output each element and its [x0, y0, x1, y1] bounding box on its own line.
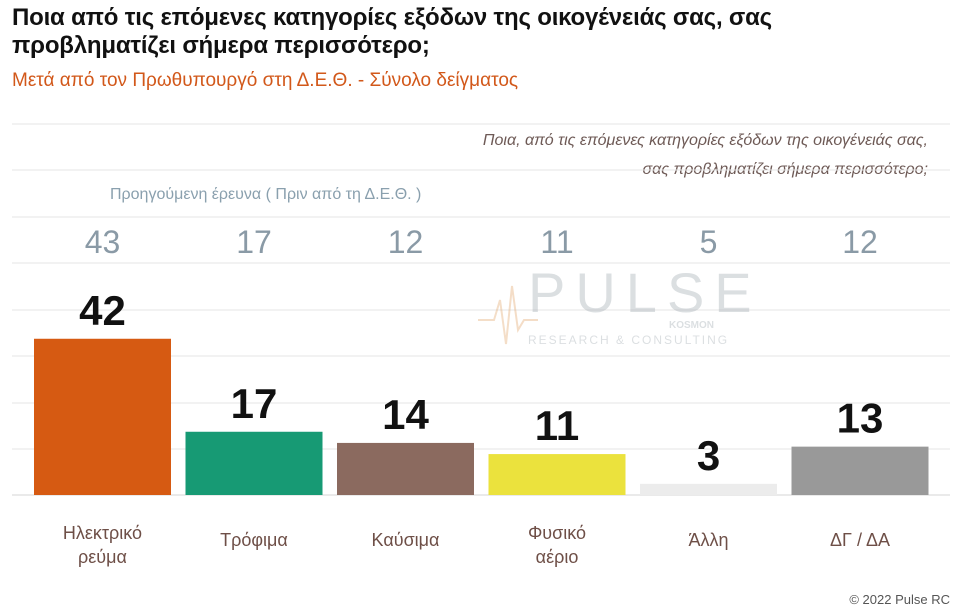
bar — [791, 446, 929, 495]
previous-value-label: 17 — [236, 224, 272, 260]
bar — [640, 483, 777, 495]
category-label: Καύσιμα — [372, 530, 440, 550]
bar-value-label: 42 — [79, 287, 126, 334]
value-labels: 42 17 14 11 3 13 — [79, 287, 883, 479]
question-line-1: Ποια, από τις επόμενες κατηγορίες εξόδων… — [482, 132, 928, 149]
category-label: Άλλη — [688, 530, 728, 550]
bar-value-label: 17 — [231, 380, 278, 427]
previous-value-label: 12 — [388, 224, 424, 260]
bars — [34, 338, 929, 495]
bar-value-label: 11 — [535, 402, 579, 449]
watermark-partner: KOSMON — [669, 320, 714, 331]
category-label: Τρόφιμα — [220, 530, 288, 550]
heartbeat-logo-icon — [478, 285, 538, 345]
category-label-line: Καύσιμα — [372, 530, 440, 550]
category-label-line: Ηλεκτρικό — [63, 523, 142, 543]
previous-value-label: 12 — [842, 224, 878, 260]
pulse-watermark: PULSE KOSMON RESEARCH & CONSULTING — [478, 261, 762, 347]
category-label: ΔΓ / ΔΑ — [830, 530, 890, 550]
previous-value-label: 5 — [700, 224, 718, 260]
previous-value-label: 11 — [540, 224, 573, 260]
previous-value-label: 43 — [85, 224, 121, 260]
category-label-line: Τρόφιμα — [220, 530, 288, 550]
bar-value-label: 14 — [382, 391, 429, 438]
category-label-line: ρεύμα — [78, 547, 127, 567]
chart-subtitle: Μετά από τον Πρωθυπουργό στη Δ.Ε.Θ. - Σύ… — [12, 70, 519, 91]
category-label-line: ΔΓ / ΔΑ — [830, 530, 890, 550]
category-label-line: Φυσικό — [528, 523, 586, 543]
bar-value-label: 13 — [837, 395, 884, 442]
category-label-line: αέριο — [536, 547, 579, 567]
category-label: Ηλεκτρικό ρεύμα — [63, 523, 142, 567]
category-label-line: Άλλη — [688, 530, 728, 550]
category-labels: Ηλεκτρικό ρεύμα Τρόφιμα Καύσιμα Φυσικό αέριο Ά… — [63, 523, 890, 567]
previous-values: 43 17 12 11 5 12 — [85, 224, 878, 260]
category-label: Φυσικό αέριο — [528, 523, 586, 567]
bar — [488, 454, 626, 495]
watermark-brand: PULSE — [528, 261, 762, 324]
bar — [34, 338, 171, 495]
bar — [185, 431, 323, 495]
chart-title: Ποια από τις επόμενες κατηγορίες εξόδων … — [12, 4, 772, 59]
previous-survey-label: Προηγούμενη έρευνα ( Πριν από τη Δ.Ε.Θ. … — [110, 186, 422, 203]
bar — [337, 442, 474, 495]
copyright-footer: © 2022 Pulse RC — [849, 592, 950, 607]
bar-value-label: 3 — [697, 432, 720, 479]
watermark-tagline: RESEARCH & CONSULTING — [528, 333, 729, 347]
